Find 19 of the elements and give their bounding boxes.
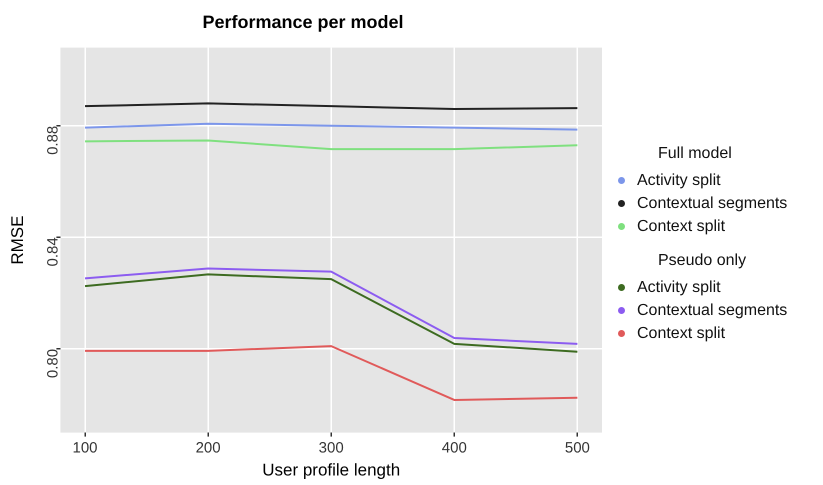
legend-label: Contextual segments [637, 302, 788, 320]
x-tick-label: 200 [196, 440, 221, 457]
legend-label: Activity split [637, 172, 721, 190]
x-tick-label: 300 [318, 440, 344, 457]
text: Pseudo only [658, 252, 748, 270]
legend-label: Activity split [637, 278, 721, 296]
legend-label: Context split [637, 324, 726, 342]
legend-label: Contextual segments [637, 194, 788, 212]
chart-title: Performance per model [202, 12, 404, 32]
legend-title: Full model [658, 145, 733, 163]
y-tick-label: 0.80 [44, 348, 62, 378]
x-axis-title: User profile length [262, 460, 400, 480]
y-tick-label: 0.88 [44, 126, 62, 155]
x-tick-label: 100 [72, 440, 98, 457]
x-tick-label: 400 [442, 440, 467, 457]
y-tick-label: 0.84 [44, 237, 62, 267]
x-tick-label: 500 [564, 440, 590, 457]
y-axis-title: RMSE [8, 216, 27, 265]
legend-label: Context split [637, 218, 726, 236]
